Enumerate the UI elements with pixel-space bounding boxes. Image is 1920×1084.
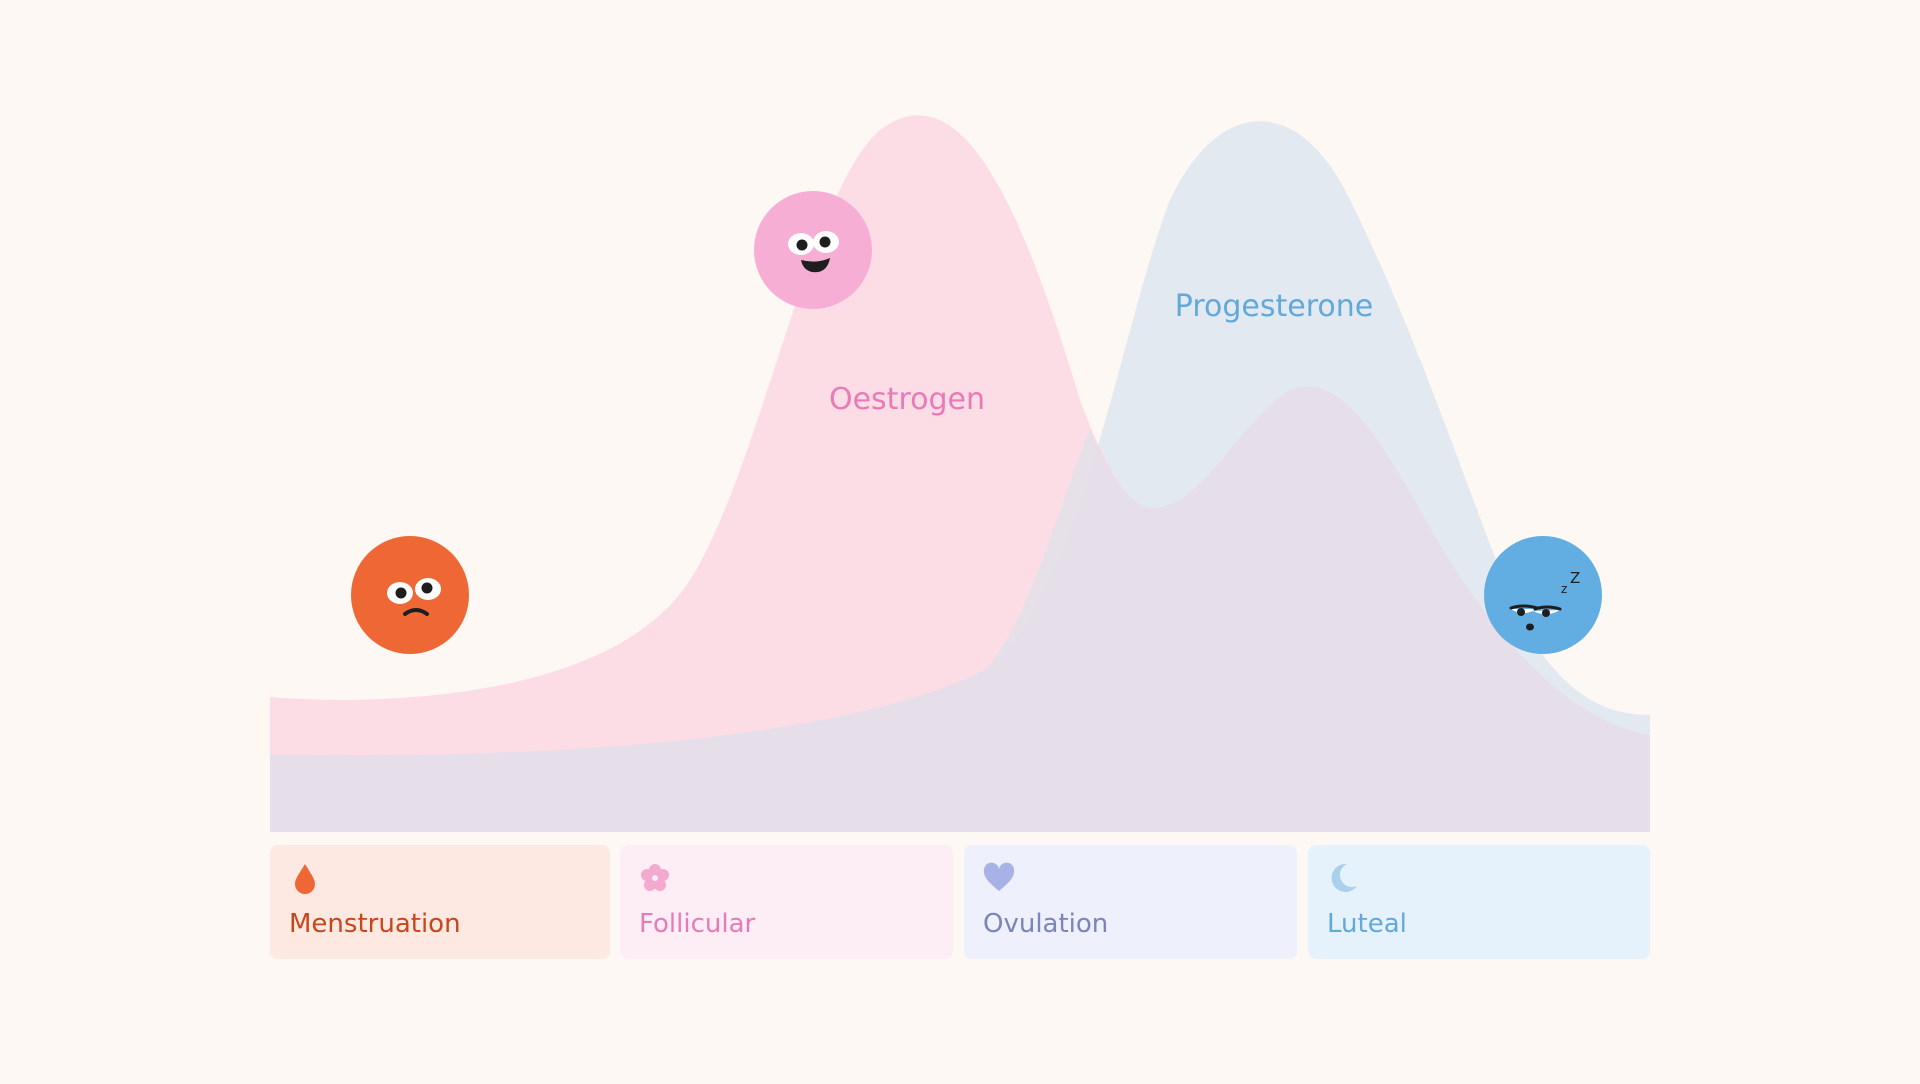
phase-label-luteal: Luteal bbox=[1327, 909, 1407, 939]
phase-label-ovulation: Ovulation bbox=[983, 909, 1109, 939]
sleepy-face-icon: z Z bbox=[1484, 536, 1602, 654]
drop-icon bbox=[295, 864, 315, 894]
grumpy-face-icon bbox=[351, 536, 469, 654]
phase-label-menstruation: Menstruation bbox=[289, 909, 461, 939]
heart-icon bbox=[983, 862, 1015, 891]
phase-card-luteal: Luteal bbox=[1308, 845, 1650, 959]
happy-face-icon bbox=[754, 191, 872, 309]
progesterone-label: Progesterone bbox=[1175, 289, 1373, 324]
flower-icon bbox=[641, 864, 669, 891]
phase-card-ovulation: Ovulation bbox=[964, 845, 1297, 959]
phase-card-menstruation: Menstruation bbox=[270, 845, 610, 959]
moon-icon bbox=[1331, 863, 1357, 892]
oestrogen-label: Oestrogen bbox=[829, 382, 985, 417]
svg-text:z: z bbox=[1561, 582, 1567, 596]
overlap-region bbox=[270, 386, 1650, 832]
phase-card-follicular: Follicular bbox=[620, 845, 953, 959]
phase-label-follicular: Follicular bbox=[639, 909, 756, 939]
svg-text:Z: Z bbox=[1570, 569, 1580, 587]
